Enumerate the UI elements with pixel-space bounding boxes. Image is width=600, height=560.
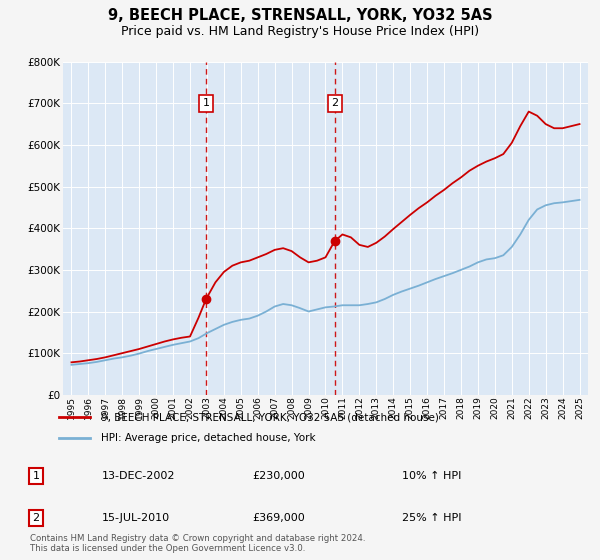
Text: 1: 1 <box>203 98 209 108</box>
Text: £230,000: £230,000 <box>252 471 305 481</box>
Text: 13-DEC-2002: 13-DEC-2002 <box>102 471 176 481</box>
Text: Price paid vs. HM Land Registry's House Price Index (HPI): Price paid vs. HM Land Registry's House … <box>121 25 479 38</box>
Text: 9, BEECH PLACE, STRENSALL, YORK, YO32 5AS (detached house): 9, BEECH PLACE, STRENSALL, YORK, YO32 5A… <box>101 412 439 422</box>
Text: 9, BEECH PLACE, STRENSALL, YORK, YO32 5AS: 9, BEECH PLACE, STRENSALL, YORK, YO32 5A… <box>107 8 493 24</box>
Text: 2: 2 <box>32 513 40 523</box>
Text: 2: 2 <box>331 98 338 108</box>
Text: Contains HM Land Registry data © Crown copyright and database right 2024.
This d: Contains HM Land Registry data © Crown c… <box>30 534 365 553</box>
Text: £369,000: £369,000 <box>252 513 305 523</box>
Text: 25% ↑ HPI: 25% ↑ HPI <box>402 513 461 523</box>
Text: 15-JUL-2010: 15-JUL-2010 <box>102 513 170 523</box>
Text: HPI: Average price, detached house, York: HPI: Average price, detached house, York <box>101 433 316 444</box>
Text: 1: 1 <box>32 471 40 481</box>
Text: 10% ↑ HPI: 10% ↑ HPI <box>402 471 461 481</box>
